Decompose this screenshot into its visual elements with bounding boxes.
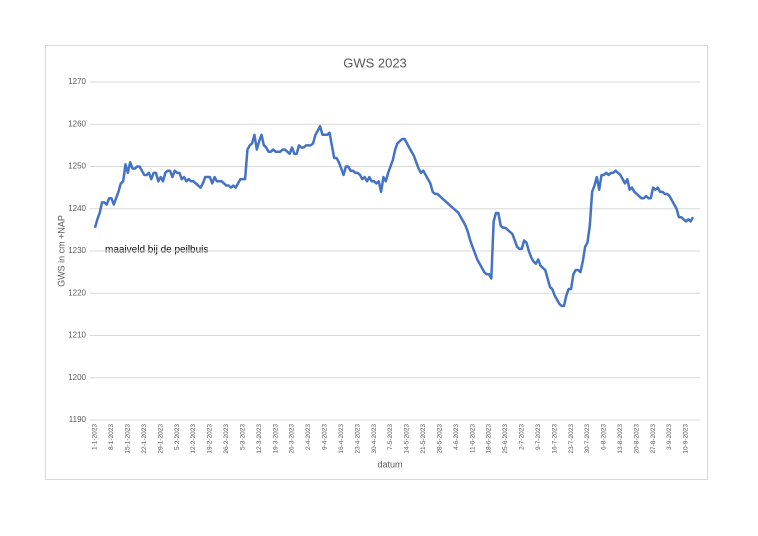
x-tick-label: 22-1-2023 bbox=[141, 424, 148, 454]
x-tick-label: 14-5-2023 bbox=[404, 424, 411, 454]
x-tick-label: 8-1-2023 bbox=[108, 424, 115, 450]
x-tick-label: 10-9-2023 bbox=[683, 424, 690, 454]
y-tick-label: 1190 bbox=[69, 415, 87, 424]
x-tick-label: 5-2-2023 bbox=[174, 424, 181, 450]
x-tick-label: 28-5-2023 bbox=[436, 424, 443, 454]
x-tick-label: 23-4-2023 bbox=[354, 424, 361, 454]
y-tick-label: 1200 bbox=[68, 373, 86, 382]
x-tick-label: 11-6-2023 bbox=[469, 424, 476, 454]
x-tick-label: 19-3-2023 bbox=[272, 424, 279, 454]
x-tick-label: 26-3-2023 bbox=[289, 424, 296, 454]
x-tick-label: 12-2-2023 bbox=[190, 424, 197, 454]
chart-title: GWS 2023 bbox=[343, 55, 407, 70]
x-tick-label: 9-4-2023 bbox=[322, 424, 329, 450]
y-tick-label: 1270 bbox=[68, 77, 86, 86]
x-tick-label: 16-7-2023 bbox=[551, 424, 558, 454]
x-tick-label: 16-4-2023 bbox=[338, 424, 345, 454]
x-tick-label: 30-7-2023 bbox=[584, 424, 591, 454]
x-tick-label: 3-9-2023 bbox=[666, 424, 673, 450]
x-tick-label: 27-8-2023 bbox=[650, 424, 657, 454]
x-tick-label: 29-1-2023 bbox=[157, 424, 164, 454]
y-tick-label: 1240 bbox=[68, 204, 86, 213]
x-tick-label: 4-6-2023 bbox=[453, 424, 460, 450]
x-tick-label: 7-5-2023 bbox=[387, 424, 394, 450]
x-tick-label: 1-1-2023 bbox=[92, 424, 99, 450]
y-tick-label: 1250 bbox=[68, 162, 86, 171]
x-tick-label: 2-7-2023 bbox=[519, 424, 526, 450]
x-tick-label: 20-8-2023 bbox=[633, 424, 640, 454]
chart-frame bbox=[45, 45, 708, 480]
y-axis-label: GWS in cm +NAP bbox=[56, 215, 66, 287]
y-tick-label: 1220 bbox=[68, 288, 86, 297]
x-tick-label: 21-5-2023 bbox=[420, 424, 427, 454]
y-tick-label: 1210 bbox=[68, 331, 86, 340]
x-tick-label: 15-1-2023 bbox=[125, 424, 132, 454]
x-tick-label: 5-3-2023 bbox=[239, 424, 246, 450]
annotation: maaiveld bij de peilbuis bbox=[105, 245, 208, 256]
x-tick-label: 30-4-2023 bbox=[371, 424, 378, 454]
x-tick-label: 2-4-2023 bbox=[305, 424, 312, 450]
x-tick-label: 13-8-2023 bbox=[617, 424, 624, 454]
x-tick-label: 12-3-2023 bbox=[256, 424, 263, 454]
x-tick-label: 25-6-2023 bbox=[502, 424, 509, 454]
x-tick-label: 6-8-2023 bbox=[601, 424, 608, 450]
y-tick-label: 1230 bbox=[68, 246, 86, 255]
x-tick-label: 26-2-2023 bbox=[223, 424, 230, 454]
x-tick-label: 9-7-2023 bbox=[535, 424, 542, 450]
x-tick-label: 18-6-2023 bbox=[486, 424, 493, 454]
x-axis-label: datum bbox=[377, 459, 402, 469]
x-tick-label: 19-2-2023 bbox=[207, 424, 214, 454]
y-tick-label: 1260 bbox=[68, 119, 86, 128]
data-line bbox=[93, 125, 695, 308]
x-tick-label: 23-7-2023 bbox=[568, 424, 575, 454]
